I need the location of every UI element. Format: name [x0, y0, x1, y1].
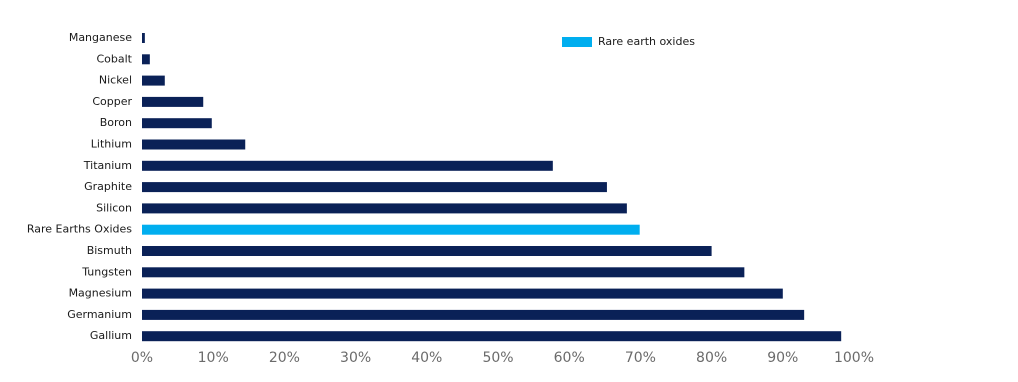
bar [142, 75, 165, 86]
x-tick-label: 60% [554, 350, 585, 366]
bar [142, 139, 246, 150]
x-tick-label: 80% [696, 350, 727, 366]
category-label: Bismuth [87, 244, 132, 257]
category-label: Graphite [84, 180, 132, 193]
bar [142, 182, 607, 193]
legend-label: Rare earth oxides [598, 35, 695, 48]
bar [142, 224, 640, 235]
category-label: Silicon [96, 201, 132, 214]
category-label: Manganese [69, 31, 132, 44]
bar [142, 309, 805, 320]
bar [142, 160, 553, 171]
category-label: Lithium [91, 138, 132, 151]
x-tick-label: 50% [482, 350, 513, 366]
category-label: Tungsten [81, 265, 132, 278]
category-label: Germanium [67, 308, 132, 321]
bar [142, 203, 627, 214]
category-label: Gallium [90, 329, 132, 342]
x-tick-label: 40% [411, 350, 442, 366]
category-label: Titanium [83, 159, 132, 172]
x-tick-label: 10% [198, 350, 229, 366]
bar [142, 96, 204, 107]
bar [142, 118, 212, 129]
x-tick-label: 70% [625, 350, 656, 366]
x-tick-label: 20% [269, 350, 300, 366]
x-tick-label: 90% [767, 350, 798, 366]
bar [142, 267, 745, 278]
legend-swatch [562, 37, 592, 47]
x-tick-label: 30% [340, 350, 371, 366]
x-tick-label: 0% [131, 350, 153, 366]
bar [142, 288, 783, 299]
bar [142, 331, 842, 342]
category-label: Rare Earths Oxides [27, 223, 132, 236]
category-label: Copper [92, 95, 132, 108]
category-label: Boron [100, 116, 132, 129]
category-label: Nickel [99, 74, 132, 87]
bar [142, 54, 150, 65]
category-label: Magnesium [69, 287, 132, 300]
category-label: Cobalt [96, 52, 132, 65]
bar [142, 33, 145, 43]
bar [142, 246, 712, 256]
x-tick-label: 100% [834, 350, 874, 366]
